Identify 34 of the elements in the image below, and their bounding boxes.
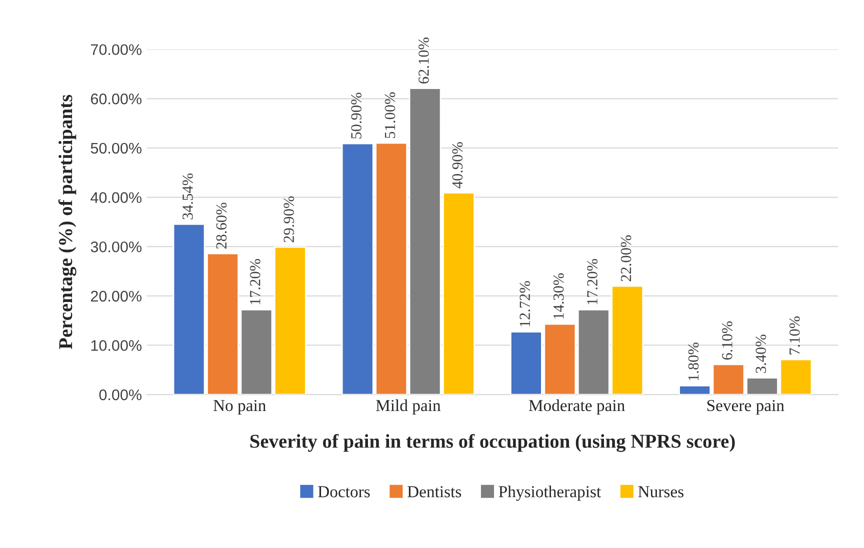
- y-tick-label: 50.00%: [90, 142, 142, 154]
- data-label: 1.80%: [688, 342, 699, 380]
- data-label: 62.10%: [418, 38, 429, 84]
- y-tick-label: 10.00%: [91, 340, 142, 351]
- y-tick-label: 60.00%: [90, 94, 142, 104]
- x-tick-label: Moderate pain: [528, 399, 625, 415]
- y-tick-label: 30.00%: [90, 241, 142, 252]
- data-label: 12.72%: [520, 281, 530, 326]
- x-tick-label: Mild pain: [376, 399, 441, 415]
- x-tick-label: Severe pain: [707, 400, 784, 415]
- legend-label: Physiotherapist: [498, 486, 601, 501]
- y-axis-title: Percentage (%) of participants: [58, 94, 76, 350]
- legend-label: Nurses: [638, 486, 684, 498]
- data-label: 40.90%: [452, 142, 463, 188]
- data-label: 7.10%: [789, 316, 800, 354]
- y-tick-label: 40.00%: [90, 192, 142, 203]
- y-tick-label: 20.00%: [90, 290, 142, 302]
- data-label: 22.00%: [620, 235, 632, 282]
- y-tick-label: 70.00%: [90, 44, 142, 56]
- legend-label: Doctors: [318, 486, 370, 498]
- data-label: 17.20%: [250, 258, 260, 304]
- data-label: 3.40%: [756, 334, 766, 373]
- data-label: 14.30%: [553, 273, 564, 319]
- data-label: 34.54%: [182, 173, 193, 220]
- legend-label: Dentists: [407, 486, 462, 498]
- x-axis-title: Severity of pain in terms of occupation (using NPRS score): [250, 434, 735, 452]
- data-label: 29.90%: [284, 196, 294, 242]
- x-tick-label: No pain: [213, 400, 266, 415]
- y-tick-label: 0.00%: [99, 389, 142, 400]
- data-label: 6.10%: [722, 321, 732, 360]
- data-label: 17.20%: [587, 258, 598, 304]
- data-label: 51.00%: [384, 92, 396, 138]
- data-label: 28.60%: [216, 202, 227, 249]
- data-label: 50.90%: [351, 92, 362, 138]
